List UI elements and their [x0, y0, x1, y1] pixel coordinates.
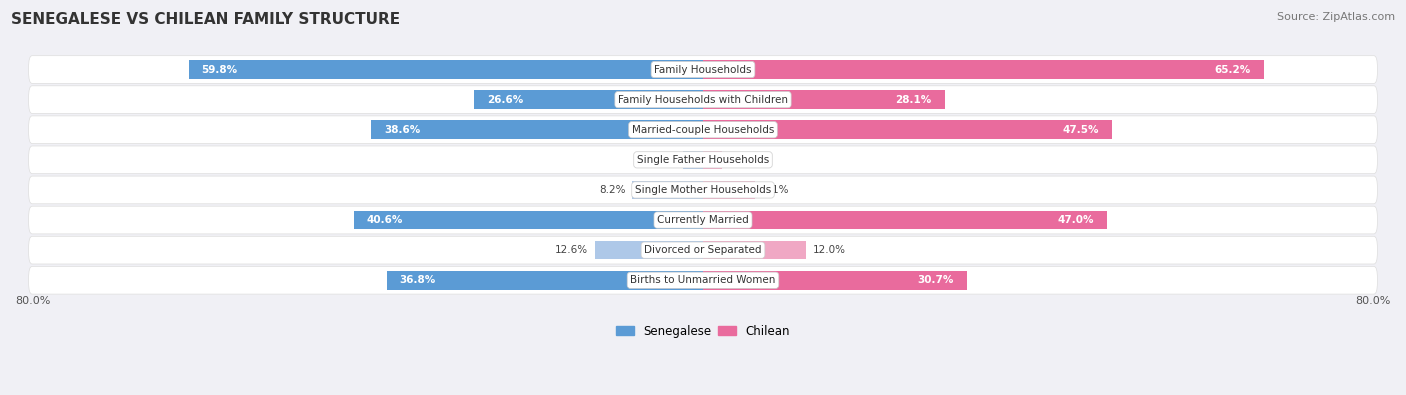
Text: 6.1%: 6.1% — [762, 185, 789, 195]
Bar — [595, 241, 703, 260]
FancyBboxPatch shape — [28, 206, 1378, 234]
Text: Source: ZipAtlas.com: Source: ZipAtlas.com — [1277, 12, 1395, 22]
Text: 26.6%: 26.6% — [486, 95, 523, 105]
Bar — [683, 150, 703, 169]
Text: Married-couple Households: Married-couple Households — [631, 125, 775, 135]
Text: 59.8%: 59.8% — [201, 64, 238, 75]
FancyBboxPatch shape — [28, 116, 1378, 144]
Text: 28.1%: 28.1% — [896, 95, 932, 105]
Legend: Senegalese, Chilean: Senegalese, Chilean — [612, 320, 794, 342]
FancyBboxPatch shape — [28, 176, 1378, 204]
Text: Family Households with Children: Family Households with Children — [619, 95, 787, 105]
Text: 2.3%: 2.3% — [650, 155, 676, 165]
Text: 40.6%: 40.6% — [367, 215, 404, 225]
Text: Currently Married: Currently Married — [657, 215, 749, 225]
Text: Single Father Households: Single Father Households — [637, 155, 769, 165]
FancyBboxPatch shape — [28, 266, 1378, 294]
Bar — [703, 211, 1107, 229]
Bar — [474, 90, 703, 109]
Text: 12.0%: 12.0% — [813, 245, 846, 255]
Bar — [703, 150, 721, 169]
Text: 80.0%: 80.0% — [15, 296, 51, 306]
Text: Divorced or Separated: Divorced or Separated — [644, 245, 762, 255]
Text: Births to Unmarried Women: Births to Unmarried Women — [630, 275, 776, 285]
Text: SENEGALESE VS CHILEAN FAMILY STRUCTURE: SENEGALESE VS CHILEAN FAMILY STRUCTURE — [11, 12, 401, 27]
Text: 47.0%: 47.0% — [1057, 215, 1094, 225]
Text: 30.7%: 30.7% — [918, 275, 955, 285]
Text: 36.8%: 36.8% — [399, 275, 436, 285]
Text: 38.6%: 38.6% — [384, 125, 420, 135]
Text: Single Mother Households: Single Mother Households — [636, 185, 770, 195]
Bar — [703, 60, 1264, 79]
FancyBboxPatch shape — [28, 56, 1378, 83]
Bar — [354, 211, 703, 229]
Bar — [188, 60, 703, 79]
FancyBboxPatch shape — [28, 236, 1378, 264]
Bar — [387, 271, 703, 290]
Text: 8.2%: 8.2% — [599, 185, 626, 195]
Bar — [703, 271, 967, 290]
Bar — [371, 120, 703, 139]
FancyBboxPatch shape — [28, 146, 1378, 174]
Bar — [703, 120, 1112, 139]
Text: 12.6%: 12.6% — [554, 245, 588, 255]
Text: 65.2%: 65.2% — [1215, 64, 1251, 75]
Bar — [703, 90, 945, 109]
Text: 2.2%: 2.2% — [728, 155, 755, 165]
Text: 47.5%: 47.5% — [1062, 125, 1098, 135]
FancyBboxPatch shape — [28, 86, 1378, 113]
Text: Family Households: Family Households — [654, 64, 752, 75]
Bar — [703, 181, 755, 199]
Bar — [633, 181, 703, 199]
Bar — [703, 241, 806, 260]
Text: 80.0%: 80.0% — [1355, 296, 1391, 306]
